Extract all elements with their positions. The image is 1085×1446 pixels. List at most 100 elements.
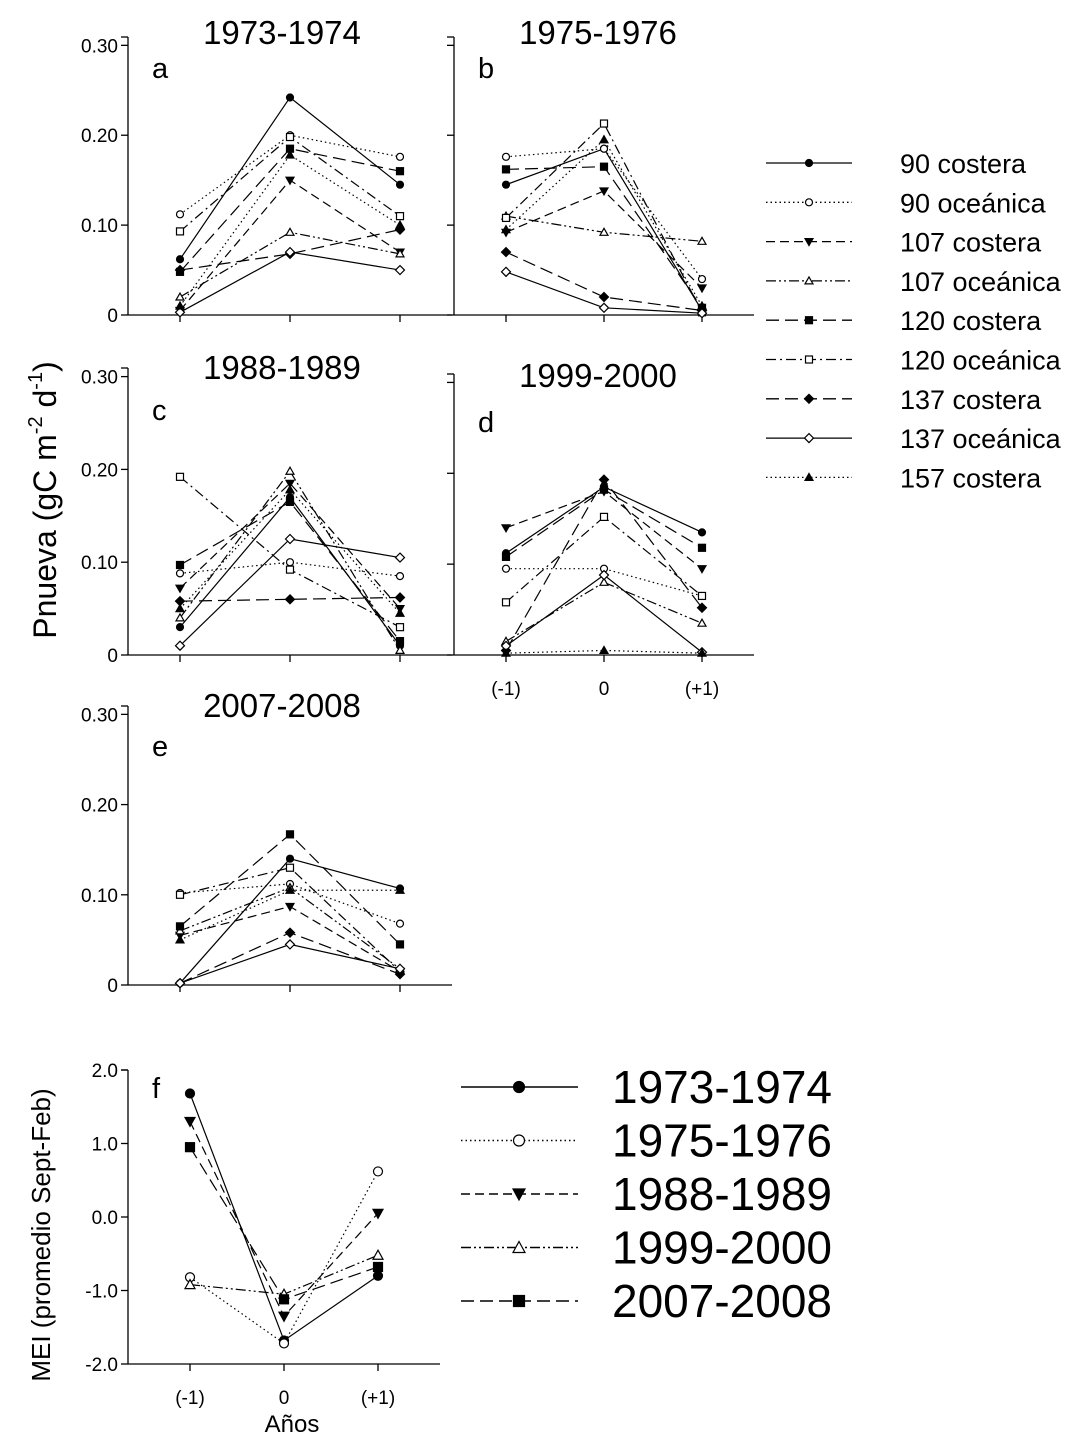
series-157-costera <box>500 645 708 657</box>
legend-marker <box>804 158 814 168</box>
series-line <box>179 596 401 602</box>
legend-label: 120 costera <box>900 306 1042 336</box>
series-157-costera <box>174 484 406 617</box>
data-point <box>696 300 708 310</box>
y-tick-label: 1.0 <box>92 1135 118 1156</box>
data-point <box>598 227 610 236</box>
legend-item-137-oceanica: 137 oceánica <box>766 424 1062 454</box>
data-point <box>500 647 512 657</box>
y-tick-label: 0 <box>107 976 118 997</box>
series-line <box>179 538 401 647</box>
data-point <box>598 187 610 197</box>
data-point <box>284 466 296 475</box>
y-tick-label: 0.10 <box>81 216 118 237</box>
data-point <box>501 165 511 174</box>
series-line <box>179 179 401 311</box>
data-point <box>284 927 296 939</box>
legend-item-120-costera: 120 costera <box>766 306 1042 336</box>
data-point <box>175 210 185 219</box>
panel-title: 1988-1989 <box>203 349 361 386</box>
data-point <box>599 162 609 171</box>
series-line <box>179 470 401 651</box>
data-point <box>394 264 406 276</box>
data-point <box>278 1338 290 1349</box>
data-point <box>598 645 610 655</box>
panel-title: 1999-2000 <box>519 357 677 394</box>
data-point <box>599 485 609 494</box>
series-line <box>179 889 400 941</box>
legend-label: 1988-1989 <box>612 1168 832 1220</box>
legend-label: 90 oceánica <box>900 188 1047 218</box>
data-point <box>284 939 296 950</box>
panel-a: 0 0.10 0.20 0.30 1973-1974 a <box>81 14 452 327</box>
series-120-oceanica <box>175 472 405 632</box>
data-point <box>371 1248 385 1260</box>
legend-item-1988-1989: 1988-1989 <box>461 1168 832 1220</box>
series-line <box>179 231 401 298</box>
legend-marker <box>804 316 814 325</box>
series-137-oceanica <box>500 266 708 319</box>
panel-title: 2007-2008 <box>203 687 361 724</box>
x-axis-title: Años <box>265 1411 320 1438</box>
legend-item-90-costera: 90 costera <box>766 149 1027 179</box>
data-point <box>174 640 186 652</box>
data-point <box>395 152 405 161</box>
data-point <box>284 902 296 912</box>
data-point <box>372 1166 384 1177</box>
y-tick-label: 0.0 <box>92 1208 118 1229</box>
data-point <box>598 291 610 303</box>
legend-marker <box>512 1294 526 1308</box>
data-point <box>284 484 296 494</box>
legend-label: 107 costera <box>900 228 1042 258</box>
data-point <box>285 497 295 506</box>
series-line <box>179 148 401 273</box>
panel-letter: c <box>152 395 167 427</box>
series-line <box>505 138 703 307</box>
data-point <box>599 144 609 153</box>
data-point <box>501 213 511 223</box>
y-tick-label: 0 <box>107 646 118 667</box>
series-2007-2008 <box>184 1142 384 1305</box>
data-point <box>284 246 296 258</box>
series-137-oceanica <box>174 533 406 652</box>
data-point <box>598 302 610 314</box>
data-point <box>174 603 186 613</box>
data-point <box>174 264 186 276</box>
data-point <box>372 1261 384 1273</box>
data-point <box>285 854 295 863</box>
data-point <box>394 608 406 617</box>
data-point <box>599 512 609 521</box>
x-tick-label: 0 <box>279 1388 290 1409</box>
series-137-oceanica <box>174 246 406 318</box>
data-point <box>284 479 296 489</box>
data-point <box>175 890 185 899</box>
legend-item-2007-2008: 2007-2008 <box>461 1275 832 1327</box>
series-107-costera <box>500 487 708 574</box>
data-point <box>174 584 186 594</box>
data-point <box>278 1294 290 1305</box>
series-line <box>179 867 401 972</box>
data-point <box>285 830 295 839</box>
data-point <box>395 180 405 189</box>
data-point <box>174 977 186 989</box>
data-point <box>598 569 610 581</box>
legend-marker <box>512 1134 526 1147</box>
series-157-costera <box>500 134 708 310</box>
data-point <box>395 919 405 928</box>
legend-marker <box>803 432 815 444</box>
legend-label: 137 costera <box>900 385 1042 415</box>
data-point <box>175 623 185 632</box>
data-point <box>175 472 185 481</box>
legend-item-107-costera: 107 costera <box>766 228 1042 258</box>
legend-marker <box>803 275 815 285</box>
data-point <box>501 152 511 161</box>
series-line <box>505 581 703 642</box>
x-tick-label: (+1) <box>361 1388 395 1409</box>
data-point <box>501 598 511 607</box>
series-1988-1989 <box>183 1116 385 1323</box>
data-point <box>183 1116 197 1128</box>
y-tick-label: -1.0 <box>85 1282 118 1303</box>
y-tick-label: 0 <box>107 306 118 327</box>
